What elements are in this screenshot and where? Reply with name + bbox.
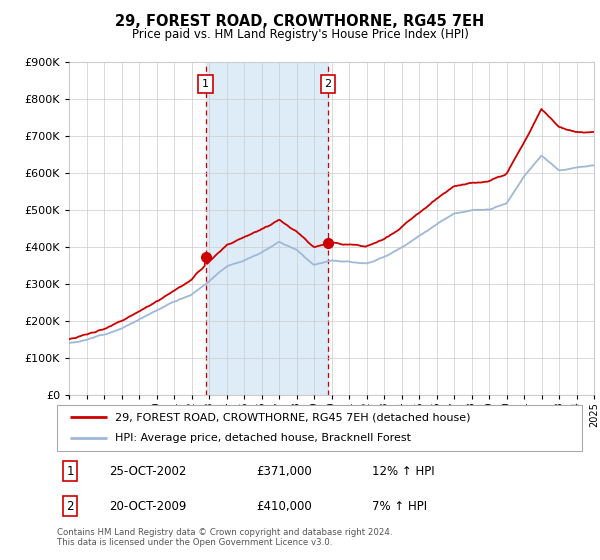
Text: 2: 2 [67, 500, 74, 512]
Text: 2: 2 [325, 79, 332, 89]
Text: Price paid vs. HM Land Registry's House Price Index (HPI): Price paid vs. HM Land Registry's House … [131, 28, 469, 41]
Text: £410,000: £410,000 [257, 500, 312, 512]
Text: 29, FOREST ROAD, CROWTHORNE, RG45 7EH (detached house): 29, FOREST ROAD, CROWTHORNE, RG45 7EH (d… [115, 412, 470, 422]
Text: 7% ↑ HPI: 7% ↑ HPI [372, 500, 427, 512]
FancyBboxPatch shape [57, 405, 582, 451]
Text: 1: 1 [202, 79, 209, 89]
Text: 12% ↑ HPI: 12% ↑ HPI [372, 465, 434, 478]
Text: 1: 1 [67, 465, 74, 478]
Text: 25-OCT-2002: 25-OCT-2002 [110, 465, 187, 478]
Text: £371,000: £371,000 [257, 465, 312, 478]
Text: 29, FOREST ROAD, CROWTHORNE, RG45 7EH: 29, FOREST ROAD, CROWTHORNE, RG45 7EH [115, 14, 485, 29]
Text: Contains HM Land Registry data © Crown copyright and database right 2024.
This d: Contains HM Land Registry data © Crown c… [57, 528, 392, 547]
Text: HPI: Average price, detached house, Bracknell Forest: HPI: Average price, detached house, Brac… [115, 433, 411, 444]
Text: 20-OCT-2009: 20-OCT-2009 [110, 500, 187, 512]
Bar [205, 62, 328, 395]
